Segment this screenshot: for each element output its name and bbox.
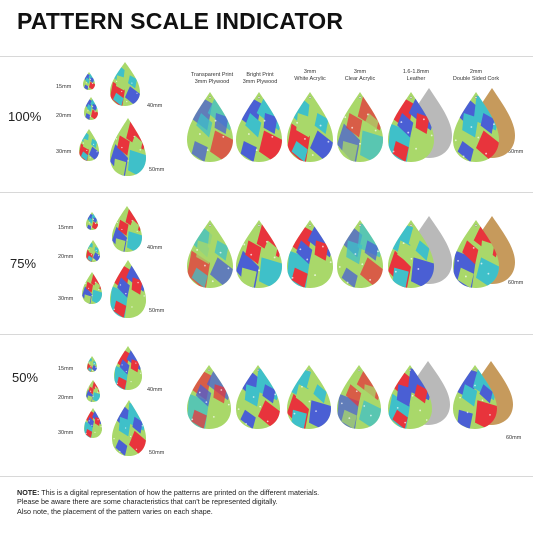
scale-label-50: 50% <box>12 370 39 385</box>
drop-row2-20mm <box>86 240 100 262</box>
size-label-20-row1: 20mm <box>56 113 72 119</box>
size-label-15-row1: 15mm <box>56 84 72 90</box>
size-label-30-row2: 30mm <box>58 296 74 302</box>
drop-row1-white-acrylic <box>287 92 333 162</box>
drop-row3-50mm <box>112 400 146 456</box>
material-label-white-acrylic: 3mm White Acrylic <box>294 69 326 82</box>
material-label-transparent: Transparent Print 3mm Plywood <box>190 72 234 85</box>
size-label-30-row1: 30mm <box>56 149 72 155</box>
drop-row1-clear-acrylic <box>337 92 383 162</box>
drop-row3-30mm <box>84 408 102 438</box>
size-label-60-row2: 60mm <box>508 280 524 286</box>
drop-row1-15mm <box>83 72 95 90</box>
drop-row1-30mm <box>79 129 99 161</box>
drop-row2-clear-acrylic <box>337 220 383 288</box>
size-label-40-row3: 40mm <box>147 387 163 393</box>
size-label-20-row3: 20mm <box>58 395 74 401</box>
drop-row2-40mm <box>112 206 142 252</box>
size-label-15-row3: 15mm <box>58 366 74 372</box>
drop-row1-50mm <box>110 118 146 176</box>
material-label-leather: 1.6-1.8mm Leather <box>402 69 430 82</box>
drop-row1-transparent <box>187 92 233 162</box>
drop-row2-30mm <box>82 272 102 304</box>
size-label-60-row3: 60mm <box>506 435 522 441</box>
drop-row2-transparent <box>187 220 233 288</box>
drop-row3-bright <box>236 365 280 429</box>
page-title: PATTERN SCALE INDICATOR <box>17 8 344 34</box>
drop-row1-40mm <box>110 62 140 106</box>
drop-row2-white-acrylic <box>287 220 333 288</box>
material-label-bright: Bright Print 3mm Plywood <box>242 72 278 85</box>
note-line-1: This is a digital representation of how … <box>39 488 320 497</box>
size-label-30-row3: 30mm <box>58 430 74 436</box>
size-label-50-row3: 50mm <box>149 450 165 456</box>
material-label-cork: 2mm Double Sided Cork <box>452 69 500 82</box>
drop-row3-white-acrylic <box>287 365 331 429</box>
note-line-2: Please be aware there are some character… <box>17 497 278 507</box>
drop-row2-15mm <box>86 212 98 230</box>
material-label-clear-acrylic: 3mm Clear Acrylic <box>344 69 376 82</box>
drop-row1-20mm <box>84 97 98 120</box>
drop-row3-15mm <box>87 356 97 372</box>
size-label-50-row2: 50mm <box>149 308 165 314</box>
size-label-40-row1: 40mm <box>147 103 163 109</box>
drop-row3-40mm <box>114 346 142 390</box>
size-label-50-row1: 50mm <box>149 167 165 173</box>
row-divider-2 <box>0 334 533 335</box>
top-divider <box>0 56 533 57</box>
drop-row1-bright <box>236 92 282 162</box>
drop-row3-clear-acrylic <box>337 365 381 429</box>
scale-label-75: 75% <box>10 256 37 271</box>
row-divider-1 <box>0 192 533 193</box>
drop-row3-20mm <box>86 380 100 402</box>
drop-row3-transparent <box>187 365 231 429</box>
note-line-3: Also note, the placement of the pattern … <box>17 506 213 516</box>
drop-row2-50mm <box>110 260 146 318</box>
size-label-15-row2: 15mm <box>58 225 74 231</box>
note-label: NOTE: <box>17 488 40 497</box>
scale-label-100: 100% <box>8 109 42 124</box>
bottom-divider <box>0 476 533 477</box>
size-label-20-row2: 20mm <box>58 254 74 260</box>
size-label-40-row2: 40mm <box>147 245 163 251</box>
size-label-60-row1: 60mm <box>508 149 524 155</box>
drop-row2-bright <box>236 220 282 288</box>
note-block: NOTE: This is a digital representation o… <box>17 488 517 516</box>
